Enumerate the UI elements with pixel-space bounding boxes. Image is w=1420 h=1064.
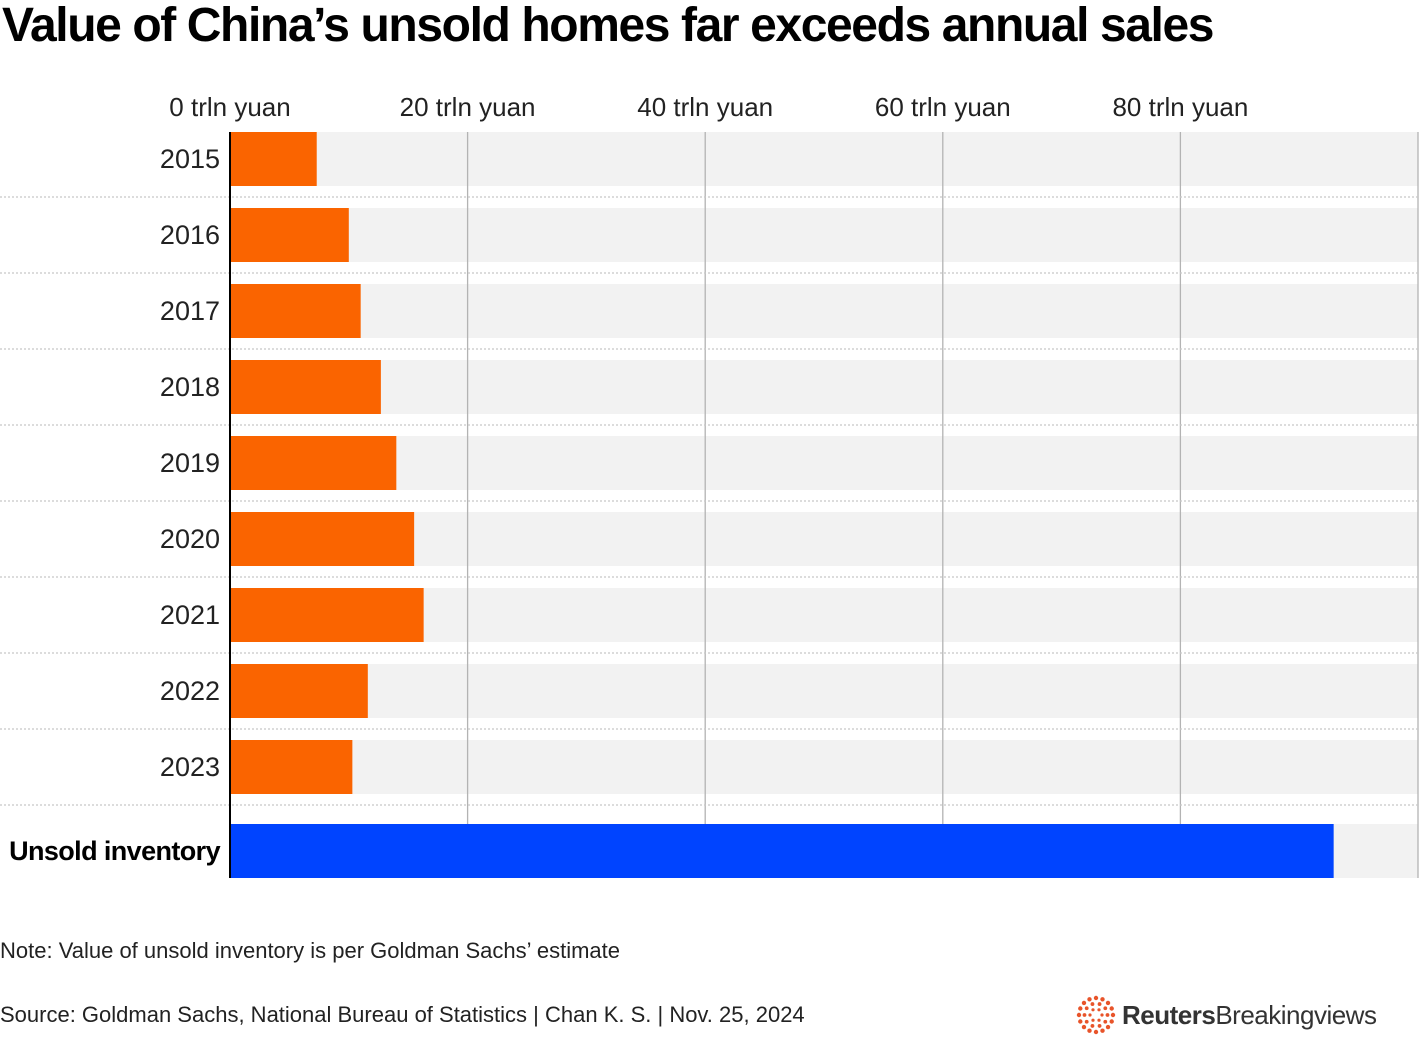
bar-2023 xyxy=(230,740,353,794)
category-label: 2020 xyxy=(160,524,220,554)
logo-dot xyxy=(1100,1013,1104,1017)
bar-2018 xyxy=(230,360,381,414)
bar-chart: 0 trln yuan 20 trln yuan 40 trln yuan 60 tr… xyxy=(0,92,1419,878)
category-label: 2017 xyxy=(160,296,220,326)
logo-dot xyxy=(1097,1008,1101,1012)
row-background xyxy=(230,740,1418,794)
row-separators xyxy=(0,196,1418,806)
logo-dot xyxy=(1105,1013,1110,1017)
logo-dot xyxy=(1103,1006,1108,1011)
logo-dot xyxy=(1090,1002,1095,1006)
bars xyxy=(230,132,1334,878)
category-label: 2023 xyxy=(160,752,220,782)
logo-dot xyxy=(1097,1018,1101,1022)
logo-dot xyxy=(1087,1028,1092,1033)
logo-dot xyxy=(1103,1019,1108,1024)
category-label: Unsold inventory xyxy=(9,836,221,866)
logo-brand: Reuters xyxy=(1122,999,1216,1030)
row-background xyxy=(230,208,1418,262)
logo-dot xyxy=(1081,1000,1087,1006)
category-label: 2015 xyxy=(160,144,220,174)
logo-product: Breakingviews xyxy=(1215,999,1377,1030)
bar-2019 xyxy=(230,436,397,490)
chart-note: Note: Value of unsold inventory is per G… xyxy=(0,938,620,963)
bar-2022 xyxy=(230,664,368,718)
row-background xyxy=(230,132,1418,186)
category-label: 2016 xyxy=(160,220,220,250)
bar-2020 xyxy=(230,512,415,566)
category-label: 2022 xyxy=(160,676,220,706)
bar-2016 xyxy=(230,208,349,262)
row-background xyxy=(230,664,1418,718)
logo-dot xyxy=(1105,1024,1111,1030)
x-tick-label: 60 trln yuan xyxy=(875,92,1011,122)
logo-dot xyxy=(1084,1019,1089,1024)
category-label: 2021 xyxy=(160,600,220,630)
logo-dot xyxy=(1082,1013,1087,1017)
chart-source: Source: Goldman Sachs, National Bureau o… xyxy=(0,1002,805,1027)
logo-dot xyxy=(1076,1012,1082,1018)
reuters-dots-icon xyxy=(1076,995,1116,1035)
logo-dot xyxy=(1105,1000,1111,1006)
row-background xyxy=(230,360,1418,414)
category-labels: 2015 2016 2017 2018 2019 2020 2021 2022 2023 Unso… xyxy=(9,144,221,866)
category-label: 2018 xyxy=(160,372,220,402)
gridlines xyxy=(466,132,1419,878)
x-axis-tick-labels: 0 trln yuan 20 trln yuan 40 trln yuan 60 tr… xyxy=(169,92,1248,122)
bar-2021 xyxy=(230,588,424,642)
bar-unsold-inventory xyxy=(230,824,1334,878)
row-background xyxy=(230,284,1418,338)
logo-dot xyxy=(1093,1029,1099,1035)
logo-dot xyxy=(1091,1008,1095,1012)
logo-dot xyxy=(1088,1013,1092,1017)
logo-dot xyxy=(1078,1019,1083,1024)
logo-dot xyxy=(1109,1006,1114,1011)
logo-dot xyxy=(1097,1002,1102,1006)
reuters-breakingviews-logo: ReutersBreakingviews xyxy=(1076,994,1377,1036)
logo-dot xyxy=(1100,1028,1105,1033)
row-background xyxy=(230,436,1418,490)
logo-dot xyxy=(1109,1019,1114,1024)
logo-dot xyxy=(1081,1024,1087,1030)
logo-dot xyxy=(1087,997,1092,1002)
row-background xyxy=(230,512,1418,566)
chart-title: Value of China’s unsold homes far exceed… xyxy=(2,0,1214,52)
x-tick-label: 80 trln yuan xyxy=(1112,92,1248,122)
row-backgrounds xyxy=(230,132,1418,878)
x-tick-label: 20 trln yuan xyxy=(400,92,536,122)
bar-2015 xyxy=(230,132,317,186)
logo-dot xyxy=(1110,1012,1116,1018)
bar-2017 xyxy=(230,284,361,338)
logo-text: ReutersBreakingviews xyxy=(1122,999,1377,1031)
logo-dot xyxy=(1078,1006,1083,1011)
category-label: 2019 xyxy=(160,448,220,478)
row-background xyxy=(230,588,1418,642)
logo-dot xyxy=(1091,1018,1095,1022)
logo-dot xyxy=(1090,1024,1095,1028)
logo-dot xyxy=(1084,1006,1089,1011)
x-tick-label: 0 trln yuan xyxy=(169,92,290,122)
logo-dot xyxy=(1097,1024,1102,1028)
x-tick-label: 40 trln yuan xyxy=(637,92,773,122)
logo-dot xyxy=(1093,995,1099,1001)
logo-dot xyxy=(1100,997,1105,1002)
